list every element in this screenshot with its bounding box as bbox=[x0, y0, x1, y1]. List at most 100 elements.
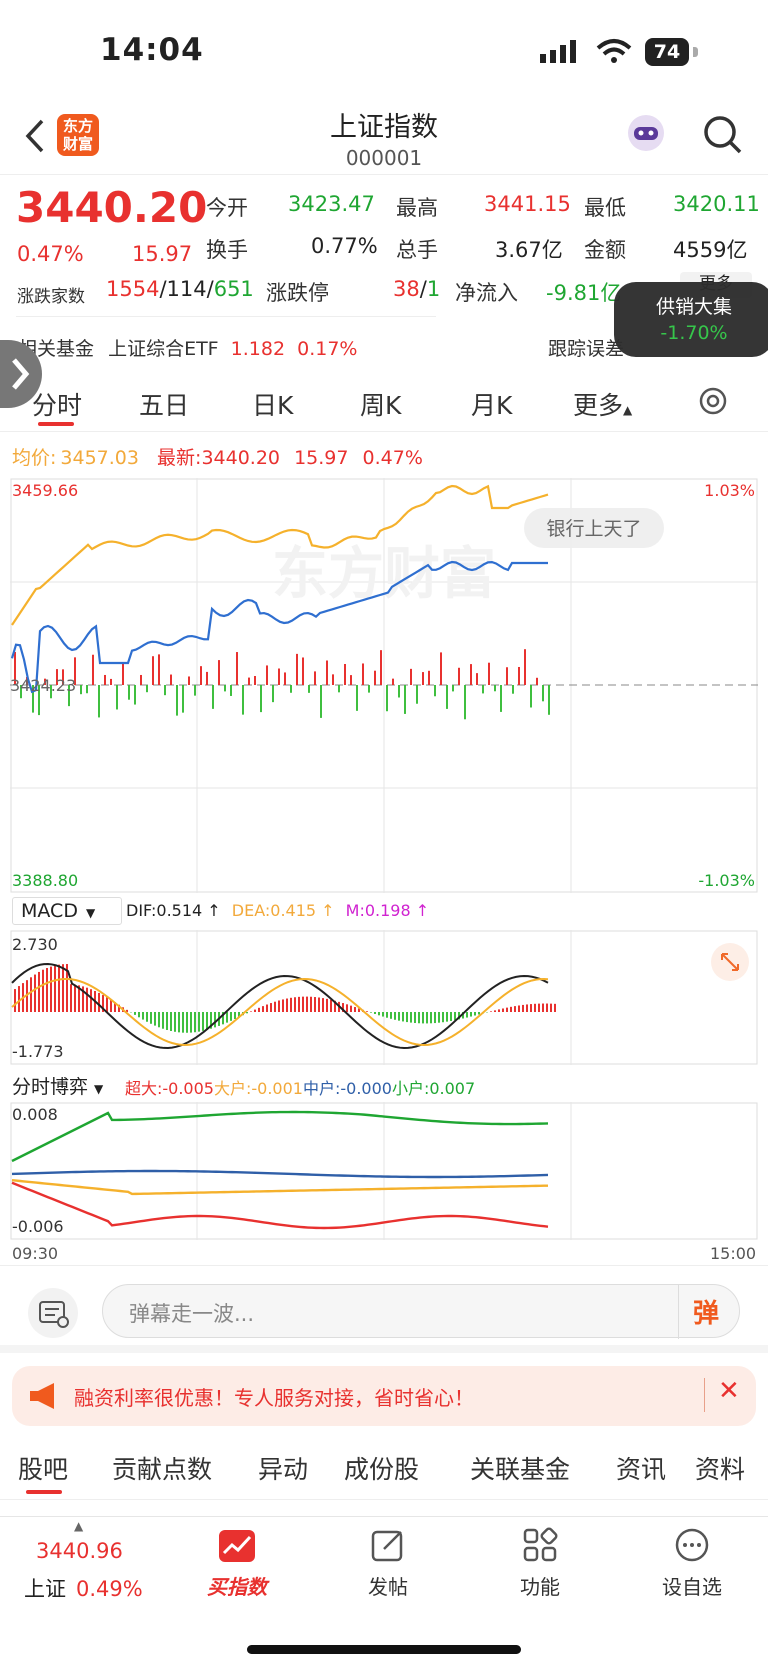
volume-bar bbox=[146, 685, 148, 693]
super-large-line bbox=[11, 1181, 549, 1230]
volume-bar bbox=[476, 673, 478, 685]
volume-bar bbox=[536, 677, 538, 685]
volume-bar bbox=[104, 674, 106, 685]
macd-bar bbox=[226, 1012, 228, 1023]
macd-bar bbox=[106, 997, 108, 1012]
macd-bar bbox=[418, 1012, 420, 1024]
macd-bar bbox=[422, 1012, 424, 1024]
ad-close-button[interactable]: ✕ bbox=[718, 1376, 740, 1406]
macd-bar bbox=[282, 999, 284, 1012]
robot-avatar-icon[interactable] bbox=[625, 112, 667, 154]
volume-bar bbox=[314, 671, 316, 685]
intraday-chart[interactable]: 东方财富 3459.66 3424.23 3388.80 1.03% -1.03… bbox=[10, 478, 758, 893]
macd-bar bbox=[118, 1004, 120, 1012]
volume-bars bbox=[14, 649, 550, 720]
volume-bar bbox=[158, 654, 160, 685]
volume-bar bbox=[194, 685, 196, 696]
volume-bar bbox=[140, 674, 142, 685]
volume-bar bbox=[302, 657, 304, 685]
subtab-related-funds[interactable]: 关联基金 bbox=[470, 1455, 571, 1484]
side-expand-handle[interactable] bbox=[0, 340, 42, 408]
volume-bar bbox=[458, 667, 460, 685]
macd-bar bbox=[466, 1012, 468, 1018]
tab-weekly[interactable]: 周K bbox=[360, 391, 402, 420]
turnover-value: 0.77% bbox=[311, 234, 378, 258]
subtab-news[interactable]: 资讯 bbox=[616, 1455, 667, 1484]
search-icon[interactable] bbox=[702, 114, 744, 156]
macd-selector[interactable]: MACD ▼ bbox=[12, 897, 122, 925]
volume-bar bbox=[134, 685, 136, 705]
macd-bar bbox=[442, 1012, 444, 1023]
macd-bar bbox=[398, 1012, 400, 1021]
tab-5day[interactable]: 五日 bbox=[139, 391, 190, 420]
tab-monthly[interactable]: 月K bbox=[471, 391, 513, 420]
flow-chart[interactable]: 0.008 -0.006 bbox=[10, 1102, 758, 1240]
flow-selector[interactable]: 分时博弈 ▼ bbox=[12, 1076, 104, 1098]
macd-bar bbox=[214, 1012, 216, 1028]
macd-bar bbox=[506, 1007, 508, 1012]
amount-label: 金额 bbox=[584, 238, 626, 262]
macd-bar bbox=[90, 989, 92, 1012]
tab-daily[interactable]: 日K bbox=[252, 391, 294, 420]
clock: 14:04 bbox=[100, 32, 204, 68]
macd-bar bbox=[210, 1012, 212, 1029]
macd-bar bbox=[426, 1012, 428, 1024]
change-pct: 0.47% bbox=[17, 242, 84, 266]
function-button[interactable]: 功能 bbox=[520, 1575, 560, 1599]
macd-bar bbox=[302, 996, 304, 1012]
macd-chart[interactable]: 2.730 -1.773 bbox=[10, 930, 758, 1065]
subtab-forum[interactable]: 股吧 bbox=[18, 1455, 69, 1484]
y-min-label: 3388.80 bbox=[12, 871, 78, 890]
macd-bar bbox=[402, 1012, 404, 1022]
volume-bar bbox=[470, 664, 472, 685]
danmu-input[interactable]: 弹幕走一波... 弹 bbox=[102, 1284, 740, 1339]
danmu-toggle-button[interactable]: 弹 bbox=[693, 1299, 720, 1329]
macd-bar bbox=[314, 997, 316, 1012]
add-favorite-button[interactable]: 设自选 bbox=[662, 1575, 722, 1599]
macd-bar bbox=[98, 992, 100, 1012]
subtab-constituents[interactable]: 成份股 bbox=[344, 1455, 420, 1484]
macd-bar bbox=[498, 1009, 500, 1012]
macd-bar bbox=[342, 1003, 344, 1012]
subtab-movement[interactable]: 异动 bbox=[258, 1455, 309, 1484]
bottom-index[interactable]: 上证 0.49% bbox=[24, 1577, 143, 1601]
battery-icon: 74 bbox=[645, 38, 698, 66]
macd-bar bbox=[134, 1012, 136, 1015]
danmu-text: 银行上天了 bbox=[546, 518, 641, 540]
macd-bar bbox=[310, 996, 312, 1012]
macd-bar bbox=[206, 1012, 208, 1030]
volume-bar bbox=[266, 665, 268, 685]
danmu-list-icon[interactable] bbox=[27, 1287, 79, 1339]
x-start-label: 09:30 bbox=[12, 1244, 59, 1263]
related-fund-row[interactable]: 相关基金 上证综合ETF 1.182 0.17% bbox=[18, 338, 358, 360]
volume-bar bbox=[152, 656, 154, 685]
post-button[interactable]: 发帖 bbox=[368, 1575, 408, 1599]
page-title: 上证指数 bbox=[330, 112, 438, 143]
pct-max-label: 1.03% bbox=[704, 481, 755, 500]
volume-bar bbox=[392, 678, 394, 685]
volume-bar bbox=[410, 668, 412, 685]
ad-banner[interactable]: 融资利率很优惠！专人服务对接，省时省心！ ✕ bbox=[12, 1366, 756, 1426]
back-icon[interactable] bbox=[22, 118, 48, 154]
macd-bar bbox=[274, 1001, 276, 1012]
macd-bar bbox=[186, 1012, 188, 1033]
tab-intraday[interactable]: 分时 bbox=[32, 391, 83, 420]
macd-bar bbox=[382, 1012, 384, 1017]
subtab-contribution[interactable]: 贡献点数 bbox=[112, 1455, 213, 1484]
home-indicator bbox=[247, 1645, 521, 1654]
macd-bar bbox=[58, 964, 60, 1012]
macd-bar bbox=[86, 987, 88, 1012]
breadth-values: 1554/114/651 bbox=[106, 277, 254, 301]
settings-icon[interactable] bbox=[697, 385, 729, 417]
volume-value: 3.67亿 bbox=[495, 238, 563, 262]
volume-bar bbox=[386, 685, 388, 712]
volume-bar bbox=[44, 678, 46, 685]
macd-bar bbox=[318, 997, 320, 1012]
macd-bar bbox=[18, 986, 20, 1012]
hot-stock-popup[interactable]: 供销大集 -1.70% bbox=[614, 282, 768, 357]
macd-bar bbox=[162, 1012, 164, 1029]
macd-bar bbox=[70, 984, 72, 1012]
subtab-profile[interactable]: 资料 bbox=[695, 1455, 746, 1484]
buy-index-button[interactable]: 买指数 bbox=[207, 1575, 267, 1599]
tab-more[interactable]: 更多▲ bbox=[573, 391, 633, 420]
